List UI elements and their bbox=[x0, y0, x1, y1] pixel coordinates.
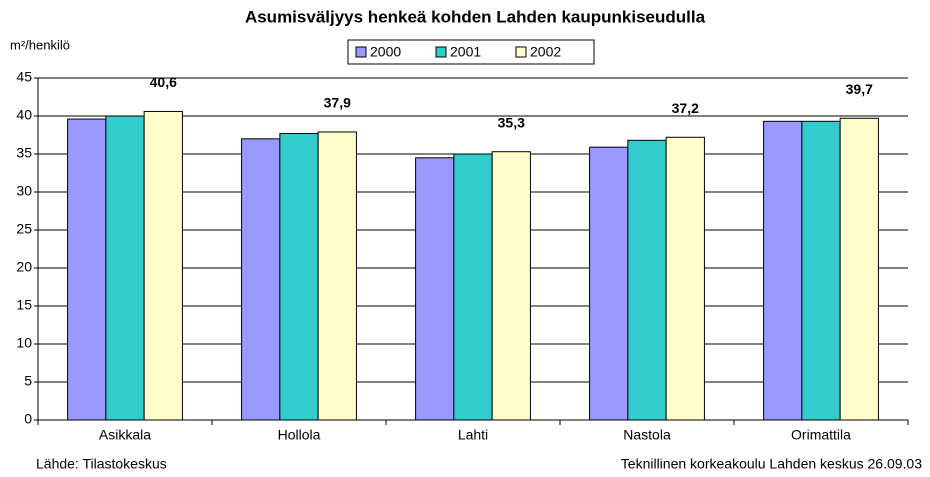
legend-swatch bbox=[355, 46, 367, 58]
bar bbox=[67, 118, 107, 421]
credit-note: Teknillinen korkeakoulu Lahden keskus 26… bbox=[621, 456, 922, 472]
data-label: 37,2 bbox=[672, 100, 699, 116]
x-tick-label: Orimattila bbox=[791, 427, 851, 443]
y-tick-label: 45 bbox=[16, 69, 32, 85]
bar bbox=[627, 139, 667, 421]
bar bbox=[415, 157, 455, 421]
y-tick-label: 5 bbox=[24, 373, 32, 389]
legend-swatch bbox=[435, 46, 447, 58]
bar bbox=[279, 132, 319, 421]
y-tick-label: 35 bbox=[16, 145, 32, 161]
y-tick-label: 10 bbox=[16, 335, 32, 351]
data-label: 37,9 bbox=[324, 95, 351, 111]
x-tick-label: Hollola bbox=[278, 427, 321, 443]
x-tick-label: Asikkala bbox=[99, 427, 151, 443]
bar bbox=[105, 115, 145, 421]
y-tick-label: 0 bbox=[24, 411, 32, 427]
chart-title: Asumisväljyys henkeä kohden Lahden kaupu… bbox=[245, 7, 706, 26]
bar bbox=[241, 138, 281, 421]
bar bbox=[317, 131, 357, 421]
data-label: 35,3 bbox=[498, 114, 525, 130]
y-tick-label: 15 bbox=[16, 297, 32, 313]
legend-label: 2002 bbox=[530, 44, 561, 60]
data-label: 40,6 bbox=[150, 74, 177, 90]
legend-label: 2000 bbox=[370, 44, 401, 60]
bar bbox=[589, 146, 629, 421]
y-tick-label: 40 bbox=[16, 107, 32, 123]
bar bbox=[801, 120, 841, 421]
bar bbox=[665, 136, 705, 421]
source-note: Lähde: Tilastokeskus bbox=[36, 456, 167, 472]
x-tick-label: Lahti bbox=[458, 427, 488, 443]
y-tick-label: 25 bbox=[16, 221, 32, 237]
legend-box bbox=[347, 39, 595, 65]
x-tick-label: Nastola bbox=[623, 427, 671, 443]
bar bbox=[839, 117, 879, 421]
y-tick-label: 20 bbox=[16, 259, 32, 275]
bar bbox=[453, 153, 493, 421]
legend-swatch bbox=[515, 46, 527, 58]
bar bbox=[763, 120, 803, 421]
y-tick-label: 30 bbox=[16, 183, 32, 199]
data-label: 39,7 bbox=[846, 81, 873, 97]
bar bbox=[491, 151, 531, 421]
bar bbox=[143, 110, 183, 421]
y-axis-label: m²/henkilö bbox=[10, 37, 70, 52]
legend-label: 2001 bbox=[450, 44, 481, 60]
